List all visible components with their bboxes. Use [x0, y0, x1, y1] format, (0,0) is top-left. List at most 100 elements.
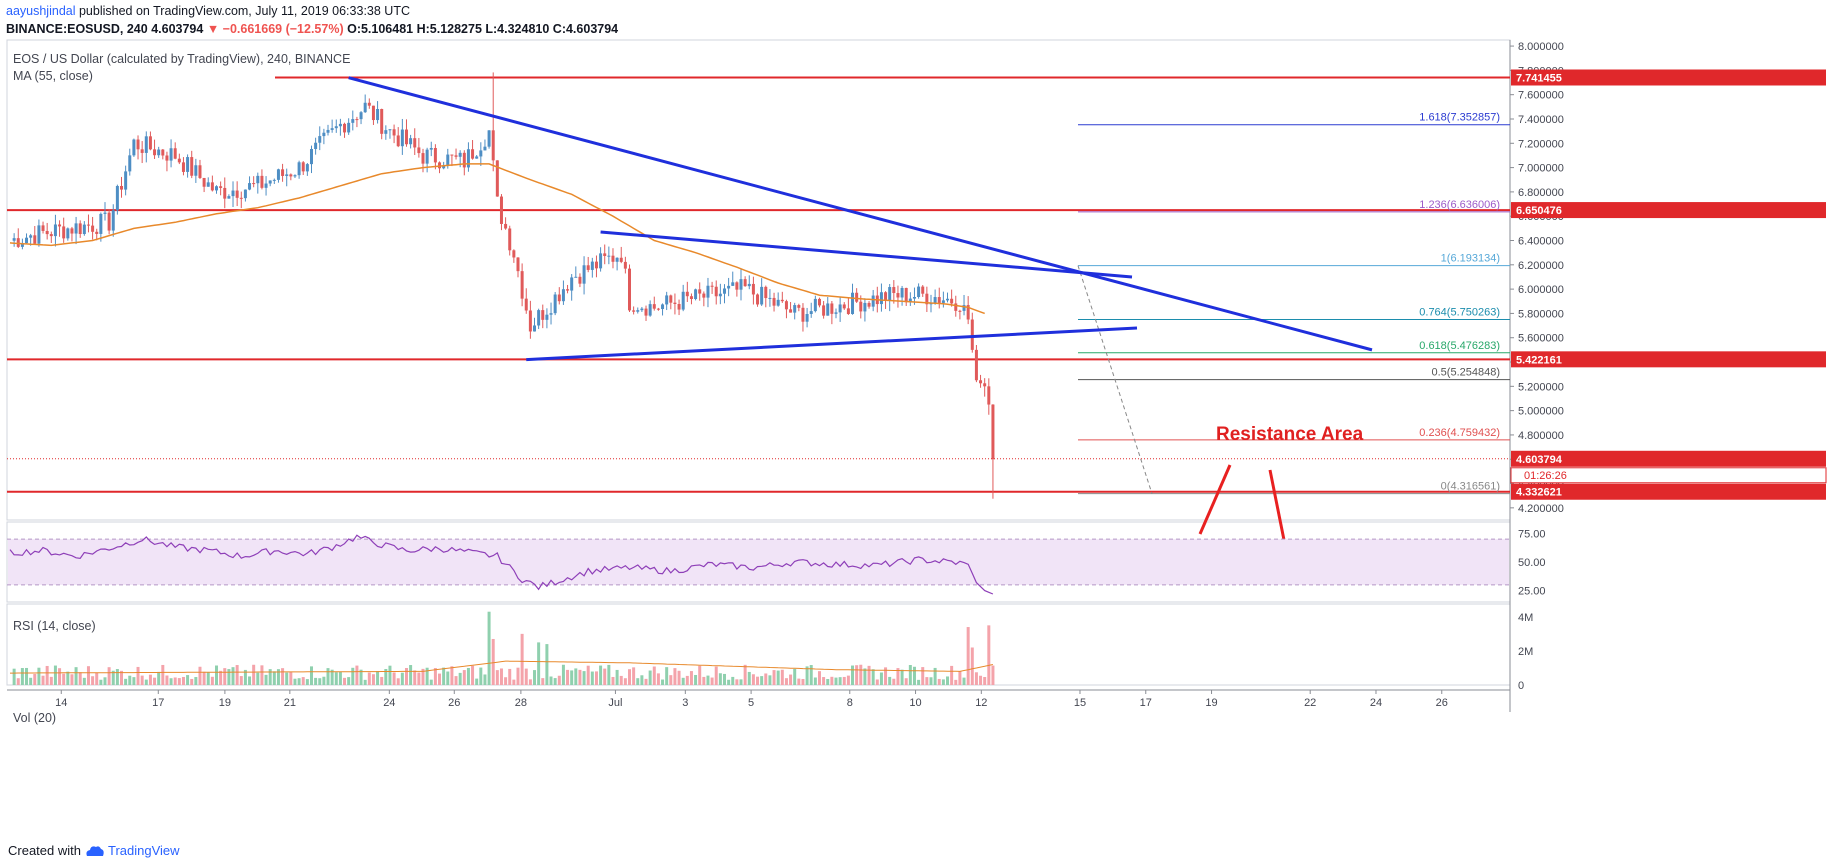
- candle-down: [822, 305, 826, 316]
- candle-up: [912, 297, 916, 299]
- x-tick-label: 21: [284, 697, 296, 709]
- candle-down: [859, 301, 863, 312]
- volume-bar: [248, 676, 252, 685]
- volume-bar: [896, 668, 900, 685]
- volume-bar: [665, 667, 669, 685]
- volume-bar: [495, 670, 499, 685]
- symbol-label: BINANCE:EOSUSD, 240: [6, 22, 148, 36]
- candle-down: [735, 282, 739, 290]
- volume-bar: [987, 625, 991, 685]
- volume-bar: [186, 675, 190, 685]
- change-value: −0.661669 (−12.57%): [222, 22, 344, 36]
- candle-down: [252, 183, 256, 185]
- volume-bar: [392, 672, 396, 685]
- candle-down: [140, 149, 144, 153]
- candle-down: [611, 255, 615, 262]
- volume-bar: [793, 668, 797, 685]
- candle-up: [293, 175, 297, 177]
- candle-up: [681, 291, 685, 310]
- tradingview-logo[interactable]: TradingView: [85, 843, 180, 858]
- x-tick-label: 8: [847, 697, 853, 709]
- candle-up: [805, 314, 809, 322]
- volume-bar: [644, 678, 648, 685]
- ohlc-line: BINANCE:EOSUSD, 240 4.603794 ▼ −0.661669…: [6, 22, 618, 36]
- y-tick-label: 7.400000: [1518, 114, 1564, 126]
- volume-bar: [144, 679, 148, 685]
- volume-bar: [656, 673, 660, 685]
- x-tick-label: 19: [1205, 697, 1217, 709]
- volume-bar: [359, 669, 363, 685]
- volume-bar: [16, 678, 20, 685]
- candle-up: [727, 285, 731, 289]
- candle-down: [677, 303, 681, 310]
- x-tick-label: 26: [1436, 697, 1448, 709]
- candle-up: [351, 119, 355, 123]
- ma-indicator-label[interactable]: MA (55, close): [13, 69, 93, 83]
- tradingview-brand: TradingView: [107, 843, 180, 858]
- volume-bar: [471, 665, 475, 685]
- volume-bar: [512, 679, 516, 685]
- volume-bar: [908, 665, 912, 685]
- volume-bar: [264, 674, 268, 685]
- candle-up: [483, 146, 487, 151]
- volume-bar: [384, 668, 388, 685]
- candle-up: [53, 224, 57, 237]
- candle-up: [157, 149, 161, 156]
- volume-bar: [528, 679, 532, 685]
- volume-bar: [962, 677, 966, 685]
- candle-up: [533, 325, 537, 332]
- candle-down: [966, 305, 970, 320]
- rsi-indicator-label[interactable]: RSI (14, close): [13, 619, 96, 633]
- y-tick-label: 4.800000: [1518, 430, 1564, 442]
- y-tick-label: 5.800000: [1518, 308, 1564, 320]
- volume-bar: [888, 676, 892, 685]
- volume-bar: [223, 668, 227, 685]
- volume-bar: [260, 665, 264, 685]
- rsi-tick-label: 75.00: [1518, 528, 1546, 540]
- candle-up: [359, 112, 363, 120]
- volume-bar: [648, 670, 652, 685]
- publish-line: aayushjindal published on TradingView.co…: [6, 4, 410, 18]
- candle-down: [855, 292, 859, 302]
- candle-down: [260, 175, 264, 188]
- volume-bar: [177, 678, 181, 685]
- volume-bar: [272, 671, 276, 685]
- volume-bar: [219, 670, 223, 685]
- volume-indicator-label[interactable]: Vol (20): [13, 711, 57, 725]
- candle-down: [789, 309, 793, 313]
- volume-bar: [694, 674, 698, 685]
- volume-bar: [917, 679, 921, 685]
- candle-up: [615, 257, 619, 262]
- candle-down: [797, 305, 801, 308]
- volume-bar: [454, 676, 458, 685]
- volume-bar: [974, 672, 978, 685]
- candle-down: [950, 298, 954, 304]
- y-tick-label: 6.000000: [1518, 284, 1564, 296]
- volume-bar: [991, 665, 995, 685]
- candle-down: [173, 148, 177, 159]
- candle-up: [648, 304, 652, 316]
- candle-up: [661, 304, 665, 310]
- candle-up: [747, 283, 751, 287]
- volume-bar: [867, 665, 871, 685]
- candle-down: [210, 182, 214, 191]
- volume-bar: [958, 670, 962, 685]
- candle-down: [392, 129, 396, 136]
- candle-down: [954, 303, 958, 311]
- author-link[interactable]: aayushjindal: [6, 4, 76, 18]
- candle-down: [817, 298, 821, 306]
- volume-bar: [124, 678, 128, 685]
- volume-bar: [37, 667, 41, 685]
- volume-bar: [941, 679, 945, 685]
- volume-bar: [768, 675, 772, 685]
- candle-down: [892, 287, 896, 294]
- triangle-upper-trendline: [600, 230, 1133, 279]
- y-tick-label: 6.800000: [1518, 187, 1564, 199]
- candle-down: [846, 308, 850, 315]
- level-price-tag: [1511, 202, 1826, 219]
- volume-bar: [41, 675, 45, 685]
- candle-up: [946, 298, 950, 301]
- candle-down: [632, 310, 636, 312]
- fib-level-label: 1.236(6.636006): [1419, 199, 1500, 211]
